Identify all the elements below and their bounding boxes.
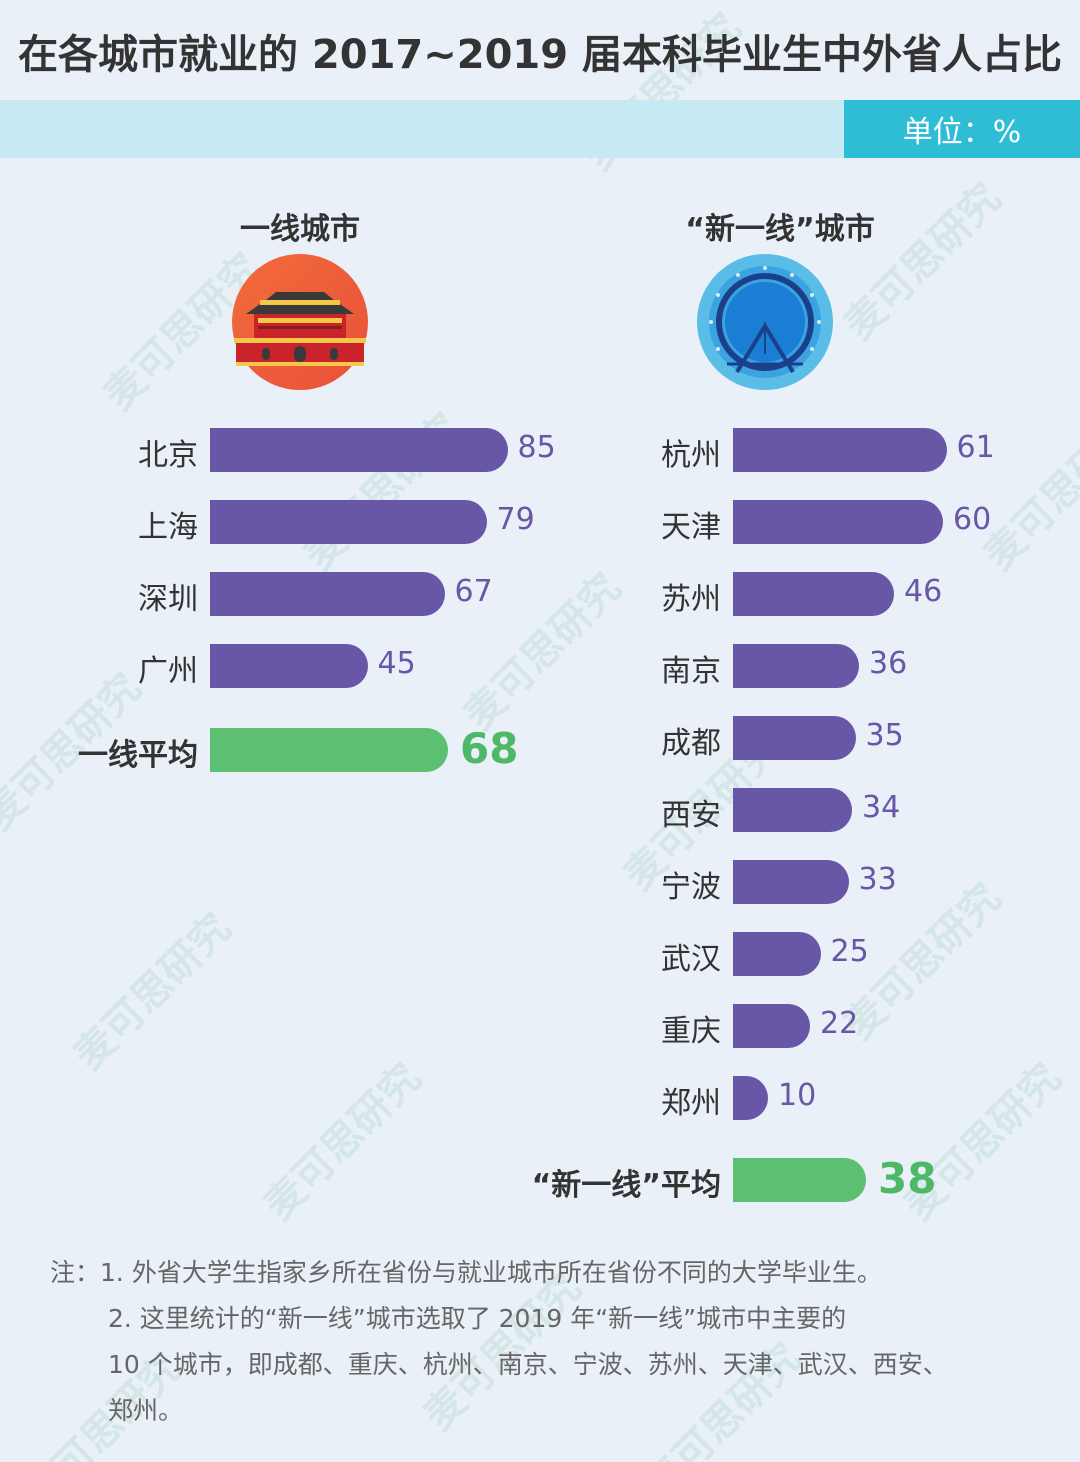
note-text-1: 1. 外省大学生指家乡所在省份与就业城市所在省份不同的大学毕业生。 — [100, 1258, 882, 1287]
average-value: 38 — [878, 1154, 937, 1203]
bar — [210, 572, 445, 616]
bar-label: 北京 — [138, 438, 198, 473]
bar-label: 成都 — [661, 726, 721, 761]
bar-label: 南京 — [661, 654, 721, 689]
bar — [733, 572, 894, 616]
bar-label: 广州 — [138, 654, 198, 689]
bar-value: 46 — [904, 574, 943, 609]
bar-value: 10 — [778, 1078, 817, 1113]
panel-title-new-tier1: “新一线”城市 — [685, 212, 875, 247]
note-prefix: 注： — [50, 1258, 101, 1287]
bar-value: 85 — [517, 430, 556, 465]
bar-value: 67 — [454, 574, 493, 609]
bar-value: 79 — [496, 502, 535, 537]
bar-value: 34 — [862, 790, 901, 825]
average-value: 68 — [460, 724, 519, 773]
page-title: 在各城市就业的 2017~2019 届本科毕业生中外省人占比 — [17, 32, 1063, 78]
bar — [210, 644, 368, 688]
bar-value: 22 — [820, 1006, 859, 1041]
unit-band: 单位：% — [0, 100, 1080, 158]
bar-label: 天津 — [661, 510, 721, 545]
bar-label: 上海 — [138, 510, 198, 545]
bar-value: 33 — [858, 862, 897, 897]
ferris-wheel-icon — [697, 254, 833, 390]
bar — [733, 1076, 768, 1120]
bar-label: 杭州 — [661, 438, 721, 473]
bar-value: 61 — [956, 430, 995, 465]
bar-value: 60 — [953, 502, 992, 537]
bar-label: 武汉 — [661, 942, 721, 977]
footnote: 注：1. 外省大学生指家乡所在省份与就业城市所在省份不同的大学毕业生。 2. 这… — [50, 1250, 1040, 1434]
gate-tower-icon — [232, 254, 368, 390]
bar-value: 25 — [830, 934, 869, 969]
note-line-1: 注：1. 外省大学生指家乡所在省份与就业城市所在省份不同的大学毕业生。 — [50, 1250, 1040, 1296]
bar-value: 36 — [869, 646, 908, 681]
average-bar — [733, 1158, 866, 1202]
watermark-text: 麦可思研究 — [975, 404, 1080, 579]
note-line-2: 2. 这里统计的“新一线”城市选取了 2019 年“新一线”城市中主要的 — [108, 1304, 847, 1333]
bar-label: 西安 — [661, 798, 721, 833]
note-line-4: 郑州。 — [108, 1396, 184, 1425]
average-label: “新一线”平均 — [531, 1168, 721, 1203]
bar-label: 重庆 — [661, 1014, 721, 1049]
bar-label: 深圳 — [138, 582, 198, 617]
bar-value: 35 — [865, 718, 904, 753]
note-line-3: 10 个城市，即成都、重庆、杭州、南京、宁波、苏州、天津、武汉、西安、 — [108, 1350, 948, 1379]
average-bar — [210, 728, 448, 772]
unit-label: 单位：% — [844, 100, 1080, 158]
bar — [733, 788, 852, 832]
bar — [210, 500, 487, 544]
bar-label: 郑州 — [661, 1086, 721, 1121]
bar — [733, 1004, 810, 1048]
bar-value: 45 — [377, 646, 416, 681]
bar — [733, 716, 856, 760]
bar — [210, 428, 508, 472]
average-label: 一线平均 — [78, 738, 198, 773]
watermark-text: 麦可思研究 — [65, 904, 240, 1079]
bar-label: 宁波 — [661, 870, 721, 905]
bar — [733, 644, 859, 688]
bar — [733, 428, 947, 472]
bar — [733, 860, 849, 904]
bar — [733, 932, 821, 976]
watermark-text: 麦可思研究 — [295, 404, 470, 579]
bar — [733, 500, 943, 544]
watermark-text: 麦可思研究 — [835, 174, 1010, 349]
bar-label: 苏州 — [661, 582, 721, 617]
panel-title-tier1: 一线城市 — [240, 212, 360, 247]
